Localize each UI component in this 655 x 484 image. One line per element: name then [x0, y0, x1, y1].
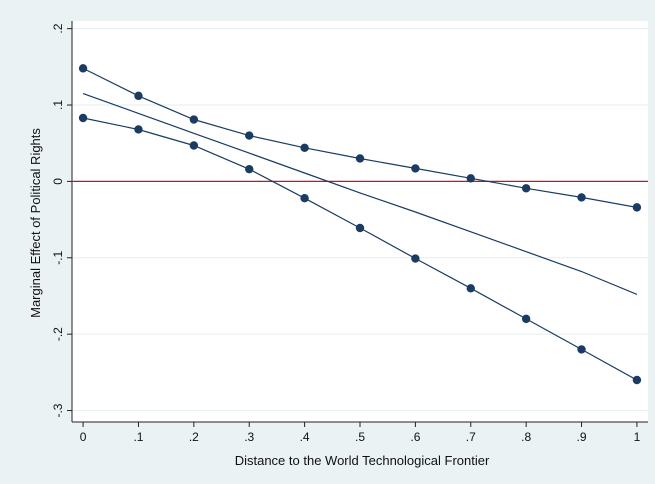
- series-line-point-estimate: [82, 93, 638, 295]
- x-axis-ticks: 0 .1 .2 .3 .4 .5 .6 .7 .8 .9 1: [80, 422, 641, 444]
- data-point-lower-bound: [355, 223, 365, 233]
- data-point-lower-bound: [577, 345, 586, 354]
- x-tick-label: .8: [521, 430, 531, 444]
- x-tick-label: .4: [300, 430, 310, 444]
- data-point-upper-bound: [466, 174, 475, 183]
- data-point-lower-bound: [300, 194, 309, 203]
- data-point-upper-bound: [521, 184, 531, 193]
- x-tick-label: 0: [80, 430, 87, 444]
- data-point-lower-bound: [632, 375, 642, 385]
- data-point-upper-bound: [245, 131, 254, 140]
- plot-area: [72, 21, 648, 422]
- x-tick-label: .3: [244, 430, 254, 444]
- y-axis-label: Marginal Effect of Political Rights: [28, 128, 43, 318]
- y-axis-ticks: -.3 -.2 -.1 0 .1 .2: [51, 23, 72, 418]
- y-tick-label: -.1: [51, 250, 65, 264]
- data-point-upper-bound: [632, 203, 642, 212]
- x-tick-label: .9: [577, 430, 587, 444]
- data-point-lower-bound: [245, 164, 254, 174]
- data-point-lower-bound: [78, 113, 88, 123]
- x-tick-label: 1: [634, 430, 641, 444]
- y-tick-label: -.3: [51, 403, 65, 417]
- x-tick-label: .1: [133, 430, 143, 444]
- x-tick-label: .2: [189, 430, 199, 444]
- data-point-lower-bound: [466, 284, 475, 293]
- x-tick-label: .7: [466, 430, 476, 444]
- data-point-upper-bound: [300, 143, 309, 152]
- data-point-lower-bound: [521, 314, 531, 324]
- data-point-upper-bound: [189, 115, 199, 124]
- data-point-lower-bound: [189, 141, 199, 150]
- y-tick-label: 0: [51, 178, 65, 185]
- data-point-upper-bound: [78, 64, 88, 73]
- data-point-lower-bound: [411, 254, 420, 263]
- y-tick-label: .2: [51, 23, 65, 33]
- series-layer: [78, 64, 642, 385]
- y-tick-label: .1: [51, 100, 65, 110]
- data-point-upper-bound: [411, 164, 420, 173]
- x-tick-label: .5: [355, 430, 365, 444]
- data-point-lower-bound: [134, 125, 143, 134]
- y-tick-label: -.2: [51, 327, 65, 341]
- x-axis-label: Distance to the World Technological Fron…: [235, 453, 490, 468]
- x-tick-label: .6: [410, 430, 420, 444]
- data-point-upper-bound: [577, 193, 586, 202]
- data-point-upper-bound: [355, 154, 365, 163]
- data-point-upper-bound: [134, 91, 143, 101]
